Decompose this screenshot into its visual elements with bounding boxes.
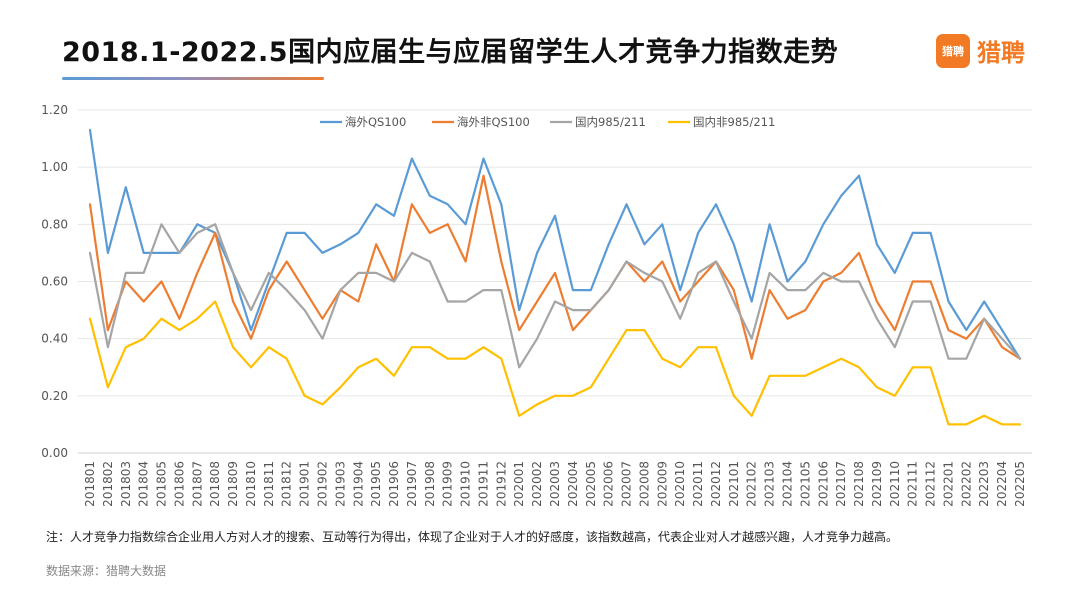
x-tick-label: 202012 <box>709 461 723 507</box>
series-line-1 <box>88 128 1022 360</box>
x-tick-label: 202010 <box>673 461 687 507</box>
x-tick-label: 201908 <box>423 461 437 507</box>
legend: 海外QS100 海外非QS100 国内985/211 国内非985/211 <box>320 115 775 129</box>
x-tick-label: 202101 <box>727 461 741 507</box>
x-tick-label: 201806 <box>172 461 186 507</box>
y-tick-label: 0.80 <box>41 217 68 231</box>
y-tick-label: 1.20 <box>41 103 68 117</box>
x-tick-label: 202104 <box>781 461 795 507</box>
x-tick-label: 201907 <box>405 461 419 507</box>
x-tick-label: 201809 <box>226 461 240 507</box>
y-axis: 0.00 0.20 0.40 0.60 0.80 1.00 1.20 <box>41 103 68 460</box>
x-tick-label: 202009 <box>655 461 669 507</box>
line-chart: 0.000.200.400.600.801.001.20 201801 20180… <box>41 103 1032 507</box>
x-tick-label: 202108 <box>852 461 866 507</box>
x-tick-label: 202202 <box>959 461 973 507</box>
brand-logo: 猎聘 猎聘 <box>936 33 1025 68</box>
x-tick-label: 201912 <box>494 461 508 507</box>
x-tick-label: 202011 <box>691 461 705 507</box>
x-tick-label: 201805 <box>155 461 169 507</box>
legend-label: 海外QS100 <box>345 115 406 129</box>
x-tick-label: 202008 <box>637 461 651 507</box>
x-tick-label: 202110 <box>888 461 902 507</box>
x-tick-label: 201812 <box>280 461 294 507</box>
x-tick-label: 201901 <box>298 461 312 507</box>
page-title: 2018.1-2022.5国内应届生与应届留学生人才竞争力指数走势 <box>62 37 839 68</box>
series-line-2 <box>88 174 1022 360</box>
x-tick-label: 201803 <box>119 461 133 507</box>
brand-name: 猎聘 <box>977 39 1025 67</box>
x-tick-label: 202109 <box>870 461 884 507</box>
x-tick-label: 201903 <box>333 461 347 507</box>
legend-label: 国内985/211 <box>575 115 646 129</box>
x-tick-label: 201811 <box>262 461 276 507</box>
y-tick-label: 1.00 <box>41 160 68 174</box>
chat-bubble-icon: 猎聘 <box>936 33 970 68</box>
series-lines <box>88 128 1022 426</box>
x-tick-label: 201808 <box>208 461 222 507</box>
x-tick-label: 202102 <box>745 461 759 507</box>
data-source: 数据来源：猎聘大数据 <box>46 564 167 578</box>
x-axis: 201801 201802 201803 201804 201805 201806 2018… <box>83 461 1027 507</box>
x-tick-label: 201802 <box>101 461 115 507</box>
x-tick-label: 201911 <box>476 461 490 507</box>
title-underline <box>62 77 324 80</box>
x-tick-label: 202111 <box>906 461 920 507</box>
x-tick-label: 202002 <box>530 461 544 507</box>
y-tick-label: 0.40 <box>41 332 68 346</box>
grid-lines <box>78 109 1032 454</box>
x-tick-label: 201909 <box>441 461 455 507</box>
footnote: 注：人才竞争力指数综合企业用人方对人才的搜索、互动等行为得出，体现了企业对于人才… <box>46 530 899 544</box>
x-tick-label: 202005 <box>584 461 598 507</box>
x-tick-label: 201906 <box>387 461 401 507</box>
x-tick-label: 201902 <box>316 461 330 507</box>
x-tick-label: 202201 <box>941 461 955 507</box>
x-tick-label: 202105 <box>798 461 812 507</box>
x-tick-label: 202204 <box>995 461 1009 507</box>
brand-icon-text: 猎聘 <box>942 44 964 58</box>
x-tick-label: 202103 <box>763 461 777 507</box>
legend-label: 海外非QS100 <box>457 115 530 129</box>
y-tick-label: 0.20 <box>41 389 68 403</box>
x-tick-label: 201905 <box>369 461 383 507</box>
x-tick-label: 201804 <box>137 461 151 507</box>
x-tick-label: 202107 <box>834 461 848 507</box>
x-tick-label: 201910 <box>459 461 473 507</box>
x-tick-label: 201810 <box>244 461 258 507</box>
x-tick-label: 202003 <box>548 461 562 507</box>
x-tick-label: 202205 <box>1013 461 1027 507</box>
series-line-4 <box>88 300 1022 426</box>
x-tick-label: 201807 <box>190 461 204 507</box>
x-tick-label: 201801 <box>83 461 97 507</box>
x-tick-label: 202007 <box>620 461 634 507</box>
y-tick-label: 0.60 <box>41 275 68 289</box>
x-tick-label: 202006 <box>602 461 616 507</box>
y-tick-label: 0.00 <box>41 446 68 460</box>
series-line-3 <box>88 223 1022 369</box>
legend-label: 国内非985/211 <box>693 115 775 129</box>
x-tick-label: 202106 <box>816 461 830 507</box>
x-tick-label: 202001 <box>512 461 526 507</box>
x-tick-label: 201904 <box>351 461 365 507</box>
x-tick-label: 202112 <box>924 461 938 507</box>
x-tick-label: 202004 <box>566 461 580 507</box>
x-tick-label: 202203 <box>977 461 991 507</box>
